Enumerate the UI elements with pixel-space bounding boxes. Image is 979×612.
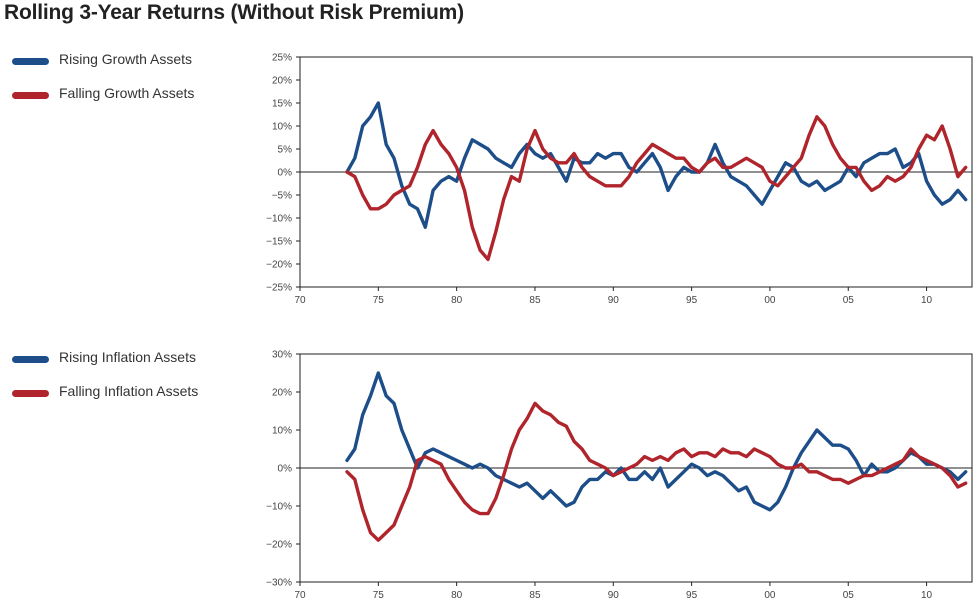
y-tick-label: 5%	[278, 145, 293, 156]
series-line-rising-growth-assets	[345, 101, 968, 229]
y-tick-label: −30%	[266, 578, 292, 589]
x-tick-label: 80	[451, 295, 463, 306]
y-tick-label: 0%	[278, 464, 293, 475]
x-tick-label: 00	[764, 295, 776, 306]
legend-label-falling-growth: Falling Growth Assets	[59, 85, 195, 101]
x-tick-label: 75	[373, 590, 385, 601]
y-tick-label: 10%	[272, 122, 292, 133]
y-tick-label: −5%	[272, 191, 292, 202]
legend-label-rising-inflation: Rising Inflation Assets	[59, 349, 196, 365]
y-tick-label: −25%	[266, 283, 292, 294]
x-tick-label: 95	[686, 295, 698, 306]
x-tick-label: 00	[764, 590, 776, 601]
legend-label-rising-growth: Rising Growth Assets	[59, 51, 193, 67]
x-tick-label: 70	[294, 295, 306, 306]
x-tick-label: 75	[373, 295, 385, 306]
series-line-falling-inflation-assets	[345, 401, 968, 542]
y-tick-label: −20%	[266, 260, 292, 271]
series-line-rising-inflation-assets	[345, 371, 968, 512]
y-tick-label: −20%	[266, 540, 292, 551]
y-tick-label: 25%	[272, 53, 292, 64]
x-tick-label: 90	[608, 590, 620, 601]
y-tick-label: 20%	[272, 388, 292, 399]
y-tick-label: 30%	[272, 350, 292, 361]
x-tick-label: 95	[686, 590, 698, 601]
x-tick-label: 80	[451, 590, 463, 601]
x-tick-label: 05	[843, 295, 855, 306]
chart-panel-inflation: 30% 20% 10% 0% −10% −20% −30%70 75 80 85 90 95 00 05 1…	[266, 350, 973, 601]
x-tick-label: 85	[529, 590, 541, 601]
y-tick-label: 0%	[278, 168, 293, 179]
x-tick-label: 05	[843, 590, 855, 601]
x-tick-label: 70	[294, 590, 306, 601]
y-tick-label: 20%	[272, 76, 292, 87]
y-tick-label: −10%	[266, 502, 292, 513]
legend-swatch-falling-inflation	[12, 390, 49, 397]
legend-swatch-rising-growth	[12, 58, 49, 65]
y-tick-label: 15%	[272, 99, 292, 110]
y-tick-label: −10%	[266, 214, 292, 225]
y-tick-label: 10%	[272, 426, 292, 437]
legend-swatch-falling-growth	[12, 92, 49, 99]
chart-title: Rolling 3-Year Returns (Without Risk Pre…	[4, 1, 464, 24]
legend-swatch-rising-inflation	[12, 356, 49, 363]
y-tick-label: −15%	[266, 237, 292, 248]
series-line-falling-growth-assets	[345, 115, 968, 262]
x-tick-label: 10	[921, 295, 933, 306]
x-tick-label: 85	[529, 295, 541, 306]
chart-panel-growth: 25% 20% 15% 10% 5% 0% −5% −10% −15% −20% −25%70 75 8…	[266, 53, 973, 306]
legend-label-falling-inflation: Falling Inflation Assets	[59, 383, 199, 399]
x-tick-label: 90	[608, 295, 620, 306]
x-tick-label: 10	[921, 590, 933, 601]
